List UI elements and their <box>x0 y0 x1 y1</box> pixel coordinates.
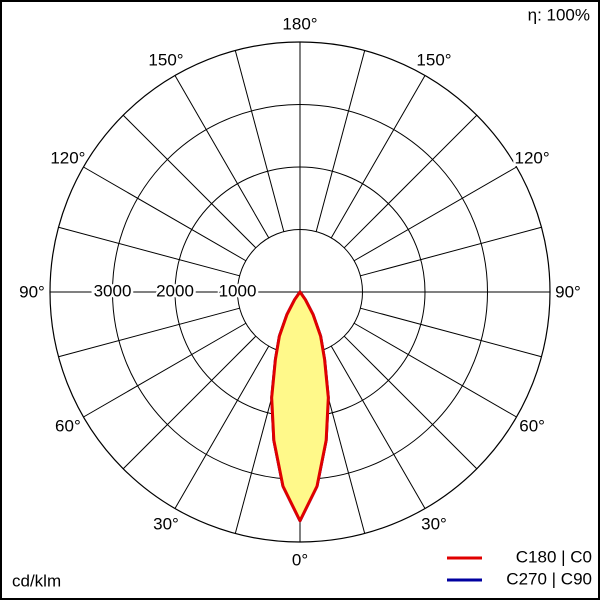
plot <box>270 290 330 523</box>
spoke <box>353 166 517 262</box>
spoke <box>234 50 285 232</box>
angle-tick-label: 180° <box>282 14 317 33</box>
spoke <box>343 335 478 470</box>
spoke <box>353 322 517 418</box>
spoke <box>174 345 270 509</box>
spoke <box>330 75 426 239</box>
angle-tick-label: 30° <box>153 515 179 534</box>
angle-tick-label: 150° <box>148 50 183 69</box>
spoke <box>83 322 247 418</box>
intensity-curve <box>270 290 330 523</box>
angle-tick-label: 150° <box>416 50 451 69</box>
angle-tick-label: 120° <box>515 148 550 167</box>
spoke <box>343 114 478 249</box>
spoke <box>122 114 257 249</box>
spoke <box>360 226 542 277</box>
spoke <box>360 307 542 358</box>
spoke <box>174 75 270 239</box>
grid <box>49 41 551 543</box>
legend-label: C270 | C90 <box>506 569 592 588</box>
angle-tick-label: 0° <box>292 550 308 569</box>
radial-tick-label: 1000 <box>219 281 257 300</box>
angle-tick-label: 60° <box>55 416 81 435</box>
spoke <box>122 335 257 470</box>
radial-tick-label: 3000 <box>94 281 132 300</box>
angle-tick-label: 60° <box>519 416 545 435</box>
angle-tick-label: 120° <box>50 148 85 167</box>
spoke <box>58 307 240 358</box>
angle-tick-label: 30° <box>421 515 447 534</box>
legend-label: C180 | C0 <box>516 547 592 566</box>
spoke <box>83 166 247 262</box>
spoke <box>315 50 366 232</box>
efficiency-label: η: 100% <box>528 5 590 24</box>
angle-tick-label: 90° <box>19 282 45 301</box>
labels: 1000 2000 3000 0° 30° 60° 90° 120° 150° 180° 30° 60… <box>17 12 592 589</box>
spoke <box>58 226 240 277</box>
spoke <box>330 345 426 509</box>
unit-label: cd/klm <box>12 571 61 590</box>
radial-tick-label: 2000 <box>156 281 194 300</box>
angle-tick-label: 90° <box>555 282 581 301</box>
